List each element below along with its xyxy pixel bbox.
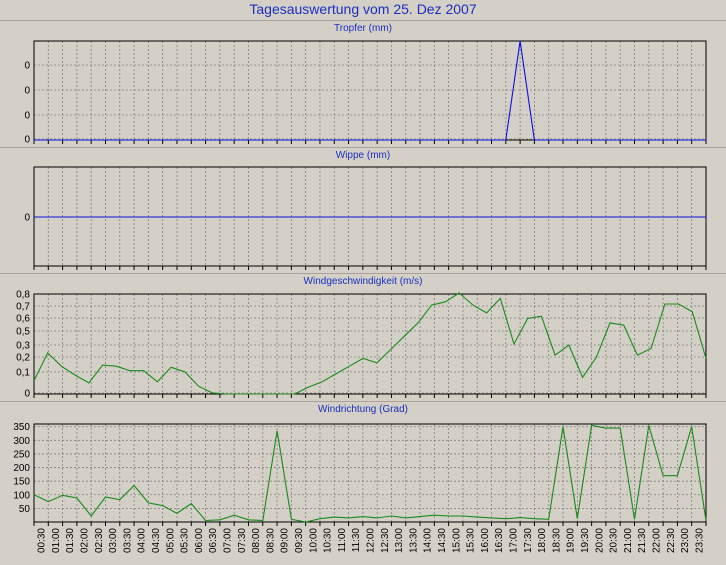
chart-panel-wippe: Wippe (mm) 0: [0, 147, 726, 272]
x-tick-label: 22:00: [651, 528, 662, 553]
plot-border: [33, 293, 707, 395]
x-tick-label: 18:00: [537, 528, 548, 553]
plot-border: [33, 423, 707, 523]
y-tick-label: 100: [13, 490, 30, 501]
x-tick-label: 21:00: [623, 528, 634, 553]
x-tick-label: 05:30: [180, 528, 191, 553]
chart-title: Tropfer (mm): [334, 23, 392, 34]
series-line: [33, 292, 707, 395]
chart-title: Windrichtung (Grad): [317, 404, 409, 415]
x-tick-label: 14:00: [423, 528, 434, 553]
y-tick-label: 0,1: [16, 368, 30, 379]
y-tick-label: 0: [24, 213, 30, 224]
x-tick-label: 07:30: [237, 528, 248, 553]
x-tick-label: 22:30: [666, 528, 677, 553]
page-title: Tagesauswertung vom 25. Dez 2007: [249, 1, 477, 17]
x-tick-label: 15:30: [466, 528, 477, 553]
x-tick-label: 11:00: [337, 528, 348, 553]
chart-panel-windgeschwindigkeit: Windgeschwindigkeit (m/s) 0,8 0,7 0,6 0,5 0,…: [0, 273, 726, 401]
x-tick-label: 06:00: [194, 528, 205, 553]
chart-title: Wippe (mm): [335, 150, 391, 161]
y-tick-label: 0,7: [16, 302, 30, 313]
chart-panel-tropfer: Tropfer (mm) 0 0 0 0: [0, 20, 726, 146]
x-tick-label: 19:00: [566, 528, 577, 553]
x-tick-label: 03:00: [108, 528, 119, 553]
x-tick-label: 02:00: [80, 528, 91, 553]
y-tick-label: 0,5: [16, 327, 30, 338]
series-line: [34, 40, 706, 141]
x-tick-label: 09:00: [280, 528, 291, 553]
y-tick-label: 0,2: [16, 353, 30, 364]
plot-area: [34, 294, 706, 394]
y-tick-label: 0,8: [16, 290, 30, 301]
y-tick-label: 200: [13, 463, 30, 474]
x-tick-label: 04:00: [137, 528, 148, 553]
chart-title: Windgeschwindigkeit (m/s): [303, 276, 423, 287]
series-line: [33, 424, 707, 523]
x-tick-label: 15:00: [451, 528, 462, 553]
y-tick-label: 150: [13, 477, 30, 488]
x-tick-label: 20:30: [609, 528, 620, 553]
y-tick-label: 0: [24, 111, 30, 122]
y-tick-label: 50: [19, 504, 31, 515]
y-tick-label: 350: [13, 422, 30, 433]
x-tick-label: 13:00: [394, 528, 405, 553]
y-tick-label: 300: [13, 436, 30, 447]
x-tick-label: 11:30: [351, 528, 362, 553]
plot-area: [34, 424, 706, 522]
chart-panel-windrichtung: Windrichtung (Grad) 50 100 150 200 250 300 350…: [0, 401, 726, 565]
y-tick-label: 0: [24, 61, 30, 72]
x-tick-label: 23:00: [680, 528, 691, 553]
x-tick-label: 13:30: [408, 528, 419, 553]
x-tick-label: 12:30: [380, 528, 391, 553]
y-tick-label: 250: [13, 449, 30, 460]
x-tick-label: 20:00: [594, 528, 605, 553]
y-tick-label: 0: [24, 135, 30, 146]
x-tick-label: 16:30: [494, 528, 505, 553]
x-tick-label: 23:30: [694, 528, 705, 553]
x-tick-label: 00:30: [37, 528, 48, 553]
x-tick-label: 03:30: [122, 528, 133, 553]
x-tick-label: 04:30: [151, 528, 162, 553]
x-tick-label: 21:30: [637, 528, 648, 553]
chart-windgeschwindigkeit: 0,80,70,6 0,5 0,30,2 0,1 0: [16, 290, 707, 400]
x-tick-label: 10:30: [323, 528, 334, 553]
chart-windrichtung: 50 100 150 200 250 300 350 00:30 01:00 01:30 02:00…: [13, 422, 707, 553]
x-tick-label: 08:30: [265, 528, 276, 553]
x-tick-label: 17:30: [523, 528, 534, 553]
x-tick-label: 18:30: [551, 528, 562, 553]
x-tick-label: 06:30: [208, 528, 219, 553]
x-tick-label: 16:00: [480, 528, 491, 553]
y-tick-label: 0,3: [16, 341, 30, 352]
x-tick-label: 08:00: [251, 528, 262, 553]
x-tick-label: 19:30: [580, 528, 591, 553]
chart-wippe: 0: [24, 166, 707, 270]
chart-tropfer: 0 0 0 0: [24, 40, 707, 146]
x-tick-label: 10:00: [308, 528, 319, 553]
y-tick-label: 0,6: [16, 314, 30, 325]
y-tick-label: 0: [24, 86, 30, 97]
x-tick-label: 01:00: [51, 528, 62, 553]
x-tick-label: 17:00: [508, 528, 519, 553]
x-tick-label: 05:00: [165, 528, 176, 553]
plot-area: [34, 41, 706, 140]
x-tick-label: 09:30: [294, 528, 305, 553]
y-tick-label: 0: [24, 389, 30, 400]
x-tick-label: 14:30: [437, 528, 448, 553]
x-tick-label: 07:00: [223, 528, 234, 553]
x-tick-label: 02:30: [94, 528, 105, 553]
x-tick-label: 12:00: [366, 528, 377, 553]
x-tick-label: 01:30: [65, 528, 76, 553]
